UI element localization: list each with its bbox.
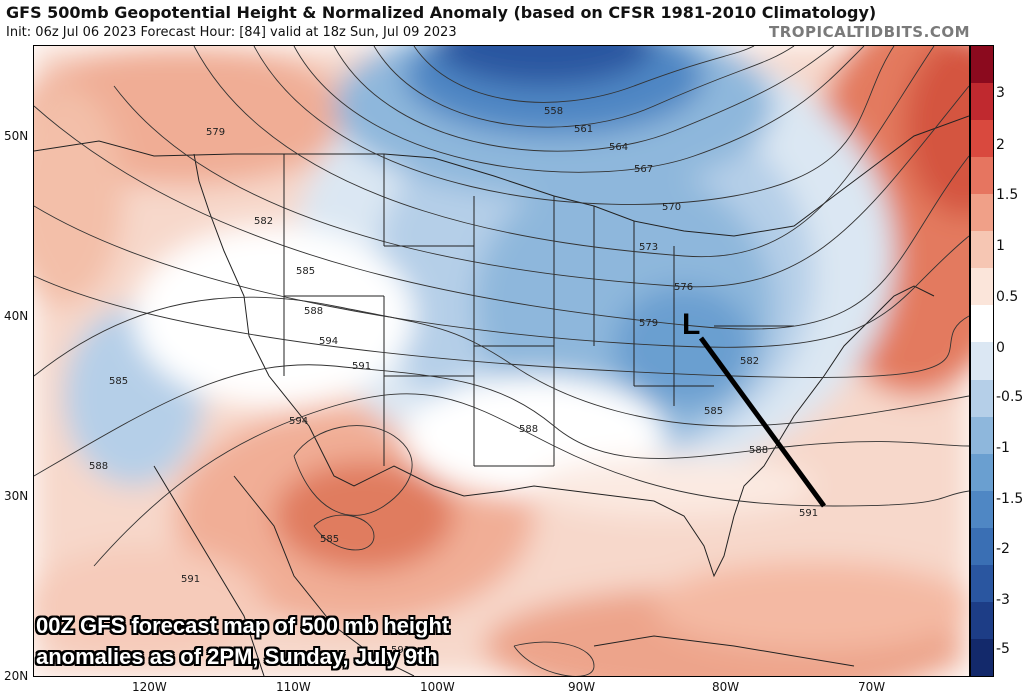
colorbar-segment	[971, 305, 993, 344]
colorbar-tick-label: -0.5	[996, 389, 1024, 405]
colorbar-tick-label: 1	[996, 238, 1005, 254]
colorbar-segment	[971, 638, 993, 676]
colorbar-tick-label: -1.5	[996, 491, 1024, 507]
contour-label: 558	[544, 106, 563, 117]
colorbar-tick-label: -3	[996, 592, 1010, 608]
anomaly-colorbar	[970, 45, 994, 677]
colorbar-tick-label: -1	[996, 440, 1010, 456]
map-title: GFS 500mb Geopotential Height & Normaliz…	[6, 3, 877, 22]
colorbar-segment	[971, 601, 993, 640]
contour-label: 588	[749, 445, 768, 456]
anomaly-shading	[34, 46, 969, 676]
contour-label: 582	[254, 216, 273, 227]
caption-line-1: 00Z GFS forecast map of 500 mb height	[36, 613, 450, 638]
colorbar-segment	[971, 342, 993, 381]
latitude-label: 40N	[4, 309, 29, 323]
colorbar-segment	[971, 379, 993, 418]
colorbar-segment	[971, 46, 993, 85]
colorbar-tick-label: 0.5	[996, 289, 1019, 305]
colorbar-tick-label: 2	[996, 137, 1005, 153]
height-contours	[34, 46, 969, 676]
longitude-label: 110W	[276, 680, 311, 694]
colorbar-segment	[971, 157, 993, 196]
contour-label: 564	[609, 142, 628, 153]
contour-label: 579	[639, 318, 658, 329]
contour-label: 594	[319, 336, 338, 347]
map-subtitle: Init: 06z Jul 06 2023 Forecast Hour: [84…	[6, 25, 457, 40]
trough-axis-line	[698, 336, 827, 508]
caption-overlay: 00Z GFS forecast map of 500 mb height an…	[36, 610, 449, 672]
contour-label: 585	[704, 406, 723, 417]
contour-label: 567	[634, 164, 653, 175]
colorbar-segment	[971, 564, 993, 603]
contour-label: 591	[352, 361, 371, 372]
colorbar-segment	[971, 194, 993, 233]
colorbar-tick-label: 1.5	[996, 187, 1019, 203]
colorbar-segment	[971, 527, 993, 566]
longitude-label: 90W	[568, 680, 596, 694]
latitude-label: 30N	[4, 489, 29, 503]
longitude-label: 80W	[712, 680, 740, 694]
colorbar-segment	[971, 268, 993, 307]
contour-label: 591	[391, 645, 410, 656]
contour-label: 585	[320, 534, 339, 545]
contour-label: 588	[89, 461, 108, 472]
colorbar-segment	[971, 120, 993, 159]
contour-label: 585	[296, 266, 315, 277]
colorbar-segment	[971, 83, 993, 122]
colorbar-tick-label: 0	[996, 340, 1005, 356]
anomaly-map: 558 561 564 567 570 573 576 579 582 585 …	[33, 45, 970, 677]
colorbar-segment	[971, 490, 993, 529]
colorbar-segment	[971, 453, 993, 492]
caption-line-2: anomalies as of 2PM, Sunday, July 9th	[36, 644, 438, 669]
contour-label: 591	[181, 574, 200, 585]
contour-label: 588	[519, 424, 538, 435]
contour-label: 582	[740, 356, 759, 367]
colorbar-tick-label: 3	[996, 85, 1005, 101]
map-svg: 558 561 564 567 570 573 576 579 582 585 …	[34, 46, 969, 676]
contour-labels: 558 561 564 567 570 573 576 579 582 585 …	[89, 106, 818, 656]
contour-label: 570	[662, 202, 681, 213]
contour-label: 588	[304, 306, 323, 317]
colorbar-tick-label: -5	[996, 641, 1010, 657]
contour-label: 561	[574, 124, 593, 135]
contour-label: 594	[289, 416, 308, 427]
longitude-label: 70W	[858, 680, 886, 694]
latitude-label: 50N	[4, 129, 29, 143]
low-pressure-marker: L	[682, 308, 700, 341]
contour-label: 579	[206, 127, 225, 138]
colorbar-tick-label: -2	[996, 541, 1010, 557]
contour-label: 585	[109, 376, 128, 387]
brand-watermark: TROPICALTIDBITS.COM	[769, 23, 970, 41]
contour-label: 591	[799, 508, 818, 519]
coastlines-and-borders	[34, 115, 969, 676]
colorbar-segment	[971, 231, 993, 270]
latitude-label: 20N	[4, 669, 29, 683]
longitude-label: 100W	[420, 680, 455, 694]
longitude-label: 120W	[132, 680, 167, 694]
contour-label: 576	[674, 282, 693, 293]
contour-label: 573	[639, 242, 658, 253]
colorbar-segment	[971, 416, 993, 455]
